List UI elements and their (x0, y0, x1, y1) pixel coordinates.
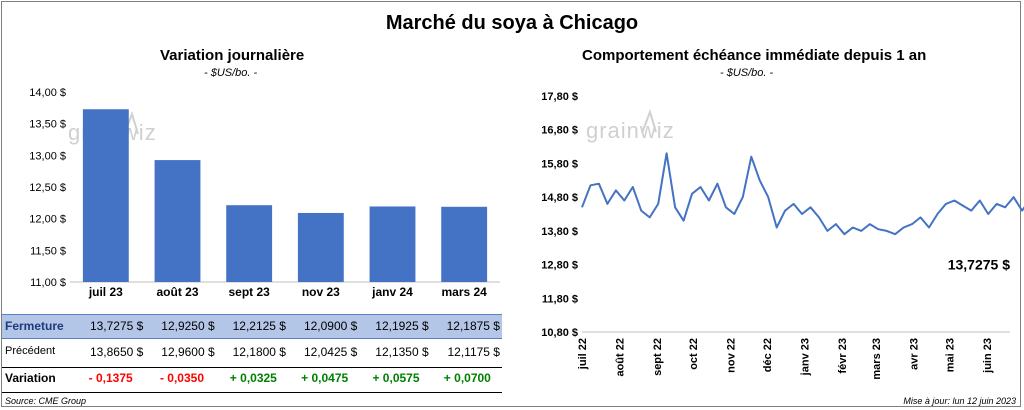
bar (297, 212, 344, 282)
table-cell: 12,1175 $ (447, 345, 500, 359)
right-watermark: grainwiz (586, 108, 675, 143)
x-tick-label: nov 22 (726, 338, 738, 373)
x-tick-label: mars 23 (871, 338, 883, 380)
table-cell: + 0,0575 (372, 371, 420, 385)
x-tick-label: juin 23 (982, 338, 994, 374)
table-cell: 13,7275 $ (89, 319, 144, 333)
x-tick-label: sept 22 (652, 338, 664, 376)
bar (369, 206, 416, 282)
y-tick-label: 16,80 $ (541, 125, 578, 137)
y-tick-label: 11,00 $ (30, 277, 66, 289)
y-tick-label: 15,80 $ (541, 158, 578, 170)
bar (154, 160, 201, 282)
table-cell: + 0,0700 (443, 371, 491, 385)
table-divider-bottom (2, 392, 502, 393)
y-tick-label: 13,00 $ (29, 150, 66, 162)
table-cell: 12,9250 $ (161, 319, 215, 333)
x-tick-label: janv 23 (799, 338, 811, 376)
y-tick-label: 12,50 $ (29, 182, 66, 194)
main-title: Marché du soya à Chicago (385, 12, 639, 34)
table-cell: 12,2125 $ (232, 319, 286, 333)
right-watermark-text: grainwiz (586, 118, 675, 143)
y-tick-label: 12,00 $ (29, 214, 66, 226)
x-tick-label: nov 23 (302, 285, 340, 299)
bar (82, 109, 129, 282)
table-row-label: Variation (5, 371, 56, 385)
x-tick-label: juil 23 (88, 285, 123, 299)
y-tick-label: 13,80 $ (541, 226, 578, 238)
left-chart-title: Variation journalière (160, 47, 305, 64)
table-cell: 12,1875 $ (446, 319, 500, 333)
y-tick-label: 14,80 $ (541, 192, 578, 204)
table-cell: 12,1925 $ (375, 319, 429, 333)
x-tick-label: déc 22 (762, 338, 774, 372)
x-tick-label: oct 22 (688, 338, 700, 370)
x-tick-label: sept 23 (228, 285, 270, 299)
price-table: Fermeture 13,7275 $ 12,9250 $ 12,2125 $ 12,0… (2, 314, 502, 394)
table-cell: 12,9600 $ (161, 345, 215, 359)
right-watermark-mark (641, 108, 657, 134)
table-cell: + 0,0475 (301, 371, 349, 385)
y-tick-label: 12,80 $ (541, 260, 578, 272)
table-cell: + 0,0325 (229, 371, 277, 385)
last-value-annotation: 13,7275 $ (948, 256, 1010, 272)
table-band (2, 314, 502, 339)
table-cell: 12,0900 $ (303, 319, 358, 333)
x-tick-label: juil 22 (577, 338, 589, 370)
table-row-label: Précédent (5, 345, 56, 357)
table-row-label: Fermeture (5, 319, 64, 333)
x-tick-label: janv 24 (371, 285, 413, 299)
x-tick-label: août 23 (156, 285, 198, 299)
x-tick-label: mars 24 (441, 285, 487, 299)
y-tick-label: 14,00 $ (29, 87, 66, 99)
table-cell: 12,0425 $ (303, 345, 358, 359)
right-chart-unit: - $US/bo. - (720, 67, 774, 79)
table-divider (2, 367, 502, 368)
x-tick-label: avr 23 (908, 338, 920, 370)
y-tick-label: 11,50 $ (30, 245, 66, 257)
table-cell: 12,1800 $ (232, 345, 286, 359)
right-chart-title: Comportement échéance immédiate depuis 1… (582, 47, 927, 64)
table-cell: - 0,1375 (88, 371, 133, 385)
update-note: Mise à jour: lun 12 juin 2023 (903, 396, 1016, 406)
table-cell: - 0,0350 (159, 371, 205, 385)
series-line (581, 152, 1024, 236)
source-note: Source: CME Group (5, 396, 87, 406)
y-tick-label: 11,80 $ (542, 293, 578, 305)
y-tick-label: 10,80 $ (541, 327, 578, 339)
bar (441, 206, 488, 282)
x-tick-label: mai 23 (945, 338, 957, 372)
y-tick-label: 13,50 $ (29, 119, 66, 131)
y-tick-label: 17,80 $ (541, 91, 578, 103)
table-cell: 12,1350 $ (375, 345, 429, 359)
x-tick-label: févr 23 (837, 338, 849, 373)
table-cell: 13,8650 $ (89, 345, 144, 359)
daily-variation-bar-chart: grainwiz11,00 $11,50 $12,00 $12,50 $13,0… (29, 87, 500, 299)
left-chart-unit: - $US/bo. - (204, 67, 258, 79)
bar (226, 205, 273, 282)
x-tick-label: août 22 (614, 338, 626, 377)
one-year-line-chart: grainwiz 10,80 $ 11,80 $ 12,80 $ 13,80 $ 14,8… (541, 91, 1024, 380)
